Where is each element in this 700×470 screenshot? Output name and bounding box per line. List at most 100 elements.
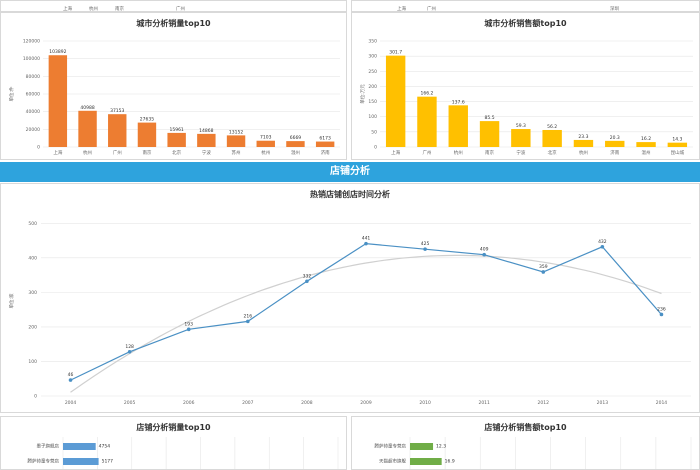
data-point — [482, 252, 486, 257]
y-axis-label: 单位:万元 — [359, 84, 366, 104]
category-label: 腾萨帅童专营店 — [28, 458, 60, 465]
bar-value-label: 23.3 — [578, 134, 588, 140]
bar — [63, 443, 96, 450]
point-value-label: 332 — [303, 273, 312, 279]
store-volume-chart-title: 店铺分析销量top10 — [136, 423, 211, 432]
data-point — [127, 349, 132, 354]
city-volume-chart-title: 城市分析销量top10 — [136, 19, 211, 28]
y-axis-label: 单位:家 — [8, 293, 15, 309]
x-tick-label: 2009 — [360, 400, 372, 406]
x-tick-label: 2006 — [183, 400, 195, 406]
store-amount-chart-panel: 店铺分析销售额top10 腾萨帅童专营店 12.3 天猫超市旗舰 16.9 — [351, 416, 700, 470]
bar — [385, 55, 406, 147]
x-tick-label: 杭州 — [83, 149, 92, 156]
store-amount-chart: 腾萨帅童专营店 12.3 天猫超市旗舰 16.9 — [375, 437, 692, 469]
x-tick-label: 北京 — [172, 149, 181, 156]
strip-label: 上海 — [397, 5, 406, 12]
x-tick-label: 2010 — [419, 400, 431, 406]
bar-value-label: 12.3 — [436, 444, 446, 450]
bar-value-label: 14.3 — [672, 137, 682, 143]
y-tick-label: 200 — [28, 324, 37, 330]
bar-value-label: 37153 — [110, 108, 124, 114]
data-point — [246, 319, 250, 324]
y-tick-label: 250 — [368, 69, 377, 75]
bar-value-label: 13152 — [229, 129, 243, 135]
x-tick-label: 杭州 — [261, 149, 270, 156]
bar-value-label: 40988 — [80, 105, 94, 111]
data-point — [68, 378, 73, 382]
bar-value-label: 85.5 — [485, 115, 495, 121]
bar-value-label: 16.2 — [641, 136, 651, 142]
point-value-label: 128 — [125, 344, 134, 350]
bar-value-label: 15961 — [169, 127, 183, 133]
x-tick-label: 2012 — [538, 400, 550, 406]
top-strip-right: 上海 广州 深圳 — [351, 0, 700, 12]
y-tick-label: 300 — [28, 290, 37, 296]
strip-label: 上海 — [63, 5, 72, 12]
bar — [197, 133, 216, 147]
category-label: 腾萨帅童专营店 — [375, 443, 407, 450]
strip-label: 南京 — [115, 5, 124, 12]
data-point — [364, 241, 368, 246]
y-tick-label: 0 — [374, 145, 377, 151]
city-amount-chart-title: 城市分析销售额top10 — [484, 19, 567, 28]
store-amount-chart-title: 店铺分析销售额top10 — [484, 423, 567, 432]
store-founding-chart-panel: 热销店铺创店时间分析 0 100 200 300 400 500 单位:家 46 2004 128… — [0, 183, 700, 413]
y-tick-label: 40000 — [26, 109, 40, 115]
x-tick-label: 广州 — [422, 149, 431, 156]
x-tick-label: 2007 — [242, 400, 254, 406]
x-tick-label: 温州 — [291, 149, 300, 156]
bar-value-label: 103892 — [49, 49, 66, 55]
bar — [479, 121, 500, 147]
store-volume-chart: 墨子旗舰店 4754 腾萨帅童专营店 5177 — [28, 437, 339, 469]
point-value-label: 216 — [244, 313, 253, 319]
y-tick-label: 20000 — [26, 127, 40, 133]
x-tick-label: 南京 — [142, 149, 151, 156]
x-tick-label: 南京 — [485, 149, 494, 156]
category-label: 天猫超市旗舰 — [379, 458, 406, 465]
bar-value-label: 16.9 — [445, 459, 455, 465]
point-value-label: 425 — [421, 241, 430, 247]
bar-value-label: 20.3 — [610, 135, 620, 141]
y-tick-label: 200 — [368, 84, 377, 90]
y-tick-label: 350 — [368, 39, 377, 45]
bar — [573, 139, 594, 147]
city-amount-chart-panel: 城市分析销售额top10 0 50 100 150 200 250 300 350 单位:万元 3… — [351, 12, 700, 160]
data-point — [659, 312, 664, 317]
bar-value-label: 27635 — [140, 117, 154, 123]
strip-label: 深圳 — [610, 5, 619, 12]
x-tick-label: 杭州 — [454, 149, 463, 156]
store-founding-chart: 0 100 200 300 400 500 单位:家 46 2004 128 2005 193 2006… — [8, 221, 691, 406]
y-tick-label: 150 — [368, 99, 377, 105]
point-value-label: 359 — [539, 264, 548, 270]
bar-value-label: 301.7 — [389, 50, 402, 56]
x-tick-label: 昆山城 — [671, 149, 685, 156]
bar — [137, 122, 157, 147]
bar — [48, 55, 68, 148]
section-banner: 店铺分析 — [0, 162, 700, 182]
point-value-label: 46 — [68, 372, 74, 378]
data-point — [600, 244, 605, 249]
bar — [417, 96, 437, 147]
y-tick-label: 80000 — [26, 74, 40, 80]
bar — [167, 132, 186, 147]
bar — [63, 458, 99, 465]
bar — [410, 458, 442, 465]
bar-value-label: 4754 — [99, 444, 111, 450]
y-tick-label: 300 — [368, 54, 377, 60]
x-tick-label: 宁波 — [202, 149, 211, 156]
strip-label: 广州 — [427, 5, 436, 12]
point-value-label: 409 — [480, 247, 489, 253]
y-tick-label: 0 — [37, 145, 40, 151]
bar — [226, 135, 246, 147]
point-value-label: 432 — [598, 239, 607, 245]
top-strip-left: 上海 杭州 南京 广州 — [0, 0, 347, 12]
y-tick-label: 50 — [371, 129, 377, 135]
bar-value-label: 14868 — [199, 128, 213, 134]
bar-value-label: 5177 — [102, 459, 114, 465]
point-value-label: 193 — [184, 321, 193, 327]
bar — [108, 114, 127, 147]
top-strip-right-svg: 上海 广州 深圳 — [397, 5, 619, 12]
y-tick-label: 120000 — [23, 39, 40, 45]
bar-value-label: 56.2 — [547, 124, 557, 130]
